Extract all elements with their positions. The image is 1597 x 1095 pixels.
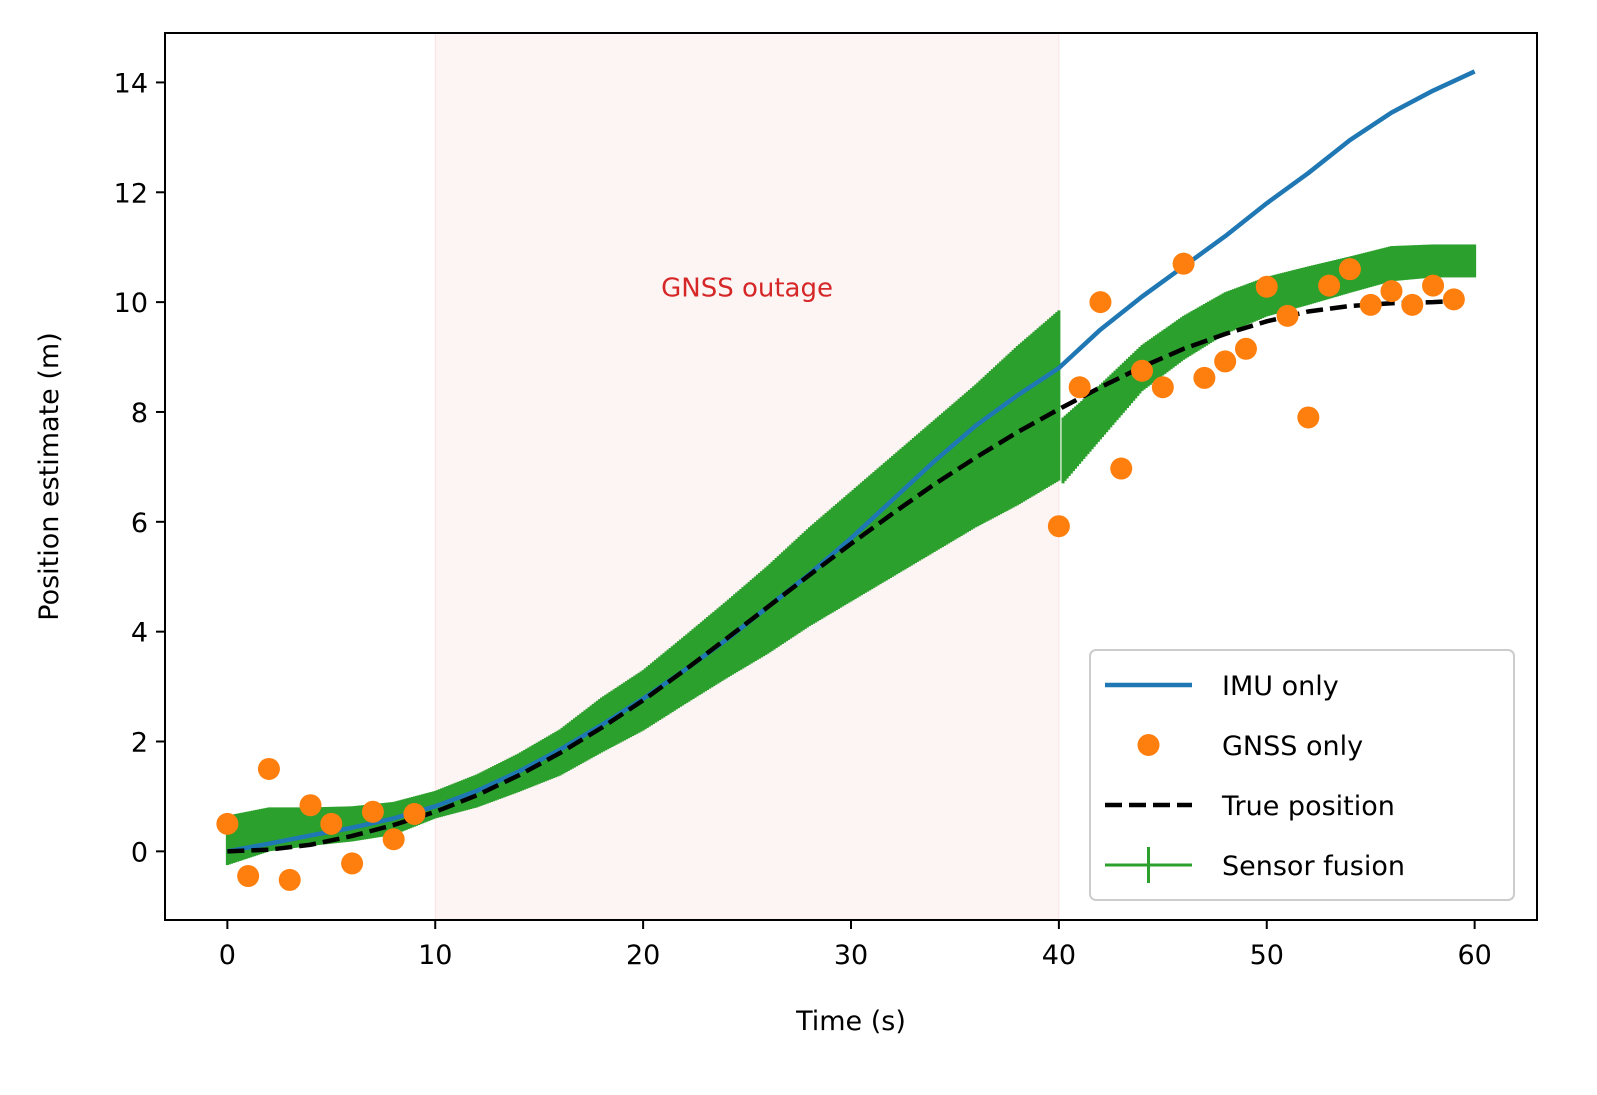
gnss-point [216,812,239,835]
y-tick-label: 2 [131,728,148,759]
gnss-point [257,757,280,780]
x-tick-label: 30 [834,940,868,971]
gnss-point [1380,280,1403,303]
series-layer [216,69,1477,891]
gnss-point [1234,337,1257,360]
legend-label: GNSS only [1222,731,1363,762]
true-position-line [227,298,1454,854]
imu-only-line [226,69,1476,854]
gnss-point [1131,359,1154,382]
x-tick-label: 60 [1457,940,1491,971]
legend-gnss-swatch [1137,734,1160,756]
gnss-point [1359,293,1382,316]
gnss-point [299,794,322,817]
gnss-point [320,812,343,835]
gnss-point [237,865,260,888]
gnss-point [1255,275,1278,298]
gnss-point [1172,252,1195,275]
x-tick-label: 40 [1042,940,1076,971]
y-tick-label: 4 [131,618,148,649]
y-tick-label: 14 [114,68,148,99]
gnss-point [1276,304,1299,327]
x-axis-label: Time (s) [795,1006,906,1037]
axes: 0 10 20 30 40 50 60 0 2 4 6 8 10 12 14 [114,32,1538,971]
gnss-point [1318,274,1341,297]
gnss-point [1214,350,1237,373]
y-tick-label: 0 [131,837,148,868]
legend-label: IMU only [1222,671,1339,702]
y-axis-label: Position estimate (m) [34,332,65,620]
gnss-point [1110,457,1133,480]
legend-label: Sensor fusion [1222,851,1405,882]
gnss-point [1047,515,1070,538]
x-tick-label: 50 [1250,940,1284,971]
y-tick-label: 8 [131,398,148,429]
x-tick-label: 0 [219,940,236,971]
gnss-point [1442,288,1465,311]
gnss-point [1193,366,1216,389]
x-tick-label: 20 [626,940,660,971]
legend-label: True position [1221,791,1395,822]
gnss-point [1089,291,1112,314]
gnss-point [1068,376,1091,399]
y-tick-label: 10 [114,288,148,319]
gnss-point [403,802,426,825]
gnss-point [1422,274,1445,297]
y-tick-label: 12 [114,178,148,209]
gnss-point [1338,258,1361,281]
gnss-point [361,800,384,823]
legend: IMU only GNSS only True position Sensor fus… [1089,649,1515,901]
gnss-point [382,828,405,851]
x-tick-label: 10 [418,940,452,971]
legend-box [1089,649,1515,901]
gnss-point [341,852,364,875]
gnss-point [1151,376,1174,399]
gnss-point [1297,406,1320,429]
outage-annotation: GNSS outage [661,274,833,304]
gnss-point [1401,293,1424,316]
y-tick-label: 6 [131,508,148,539]
gnss-point [278,868,301,891]
